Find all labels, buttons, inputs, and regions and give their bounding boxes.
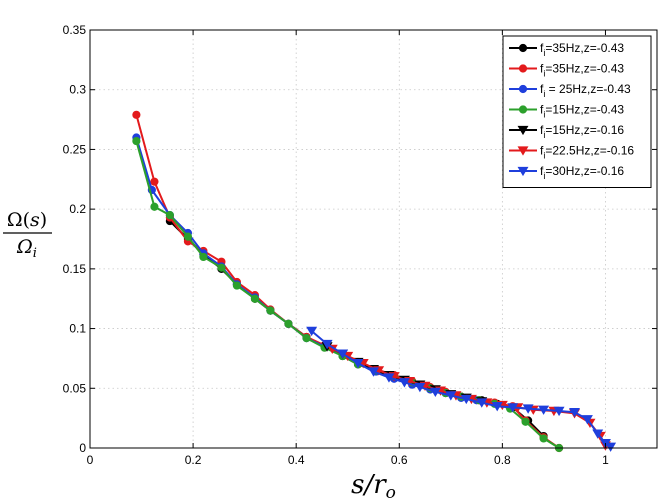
x-tick-label: 0 bbox=[87, 453, 94, 467]
data-point bbox=[165, 211, 174, 220]
x-tick-label: 1 bbox=[602, 453, 609, 467]
legend-label: fi=15Hz,z=-0.43 bbox=[540, 103, 624, 120]
data-point bbox=[521, 417, 530, 426]
data-point bbox=[517, 125, 529, 136]
data-point bbox=[302, 334, 311, 343]
data-point bbox=[284, 319, 293, 328]
y-axis-label-numerator: Ω(s) bbox=[7, 209, 47, 231]
data-point bbox=[538, 405, 550, 415]
y-tick-label: 0.1 bbox=[69, 322, 86, 336]
data-point bbox=[232, 281, 242, 290]
data-point bbox=[539, 434, 548, 443]
legend: fi=35Hz,z=-0.43 fi=35Hz,z=-0.43 fi = 25Hz,… bbox=[502, 35, 652, 188]
axis-labels: s/ro Ω(s) Ωi bbox=[3, 209, 396, 501]
data-point bbox=[553, 406, 565, 417]
data-point bbox=[605, 442, 617, 452]
x-tick-label: 0.2 bbox=[185, 453, 202, 467]
series-line bbox=[310, 330, 612, 448]
data-point bbox=[150, 177, 159, 186]
data-point bbox=[429, 387, 441, 397]
data-point bbox=[321, 339, 333, 350]
data-point bbox=[522, 404, 534, 414]
y-tick-label: 0.05 bbox=[63, 381, 87, 395]
legend-label: fi=35Hz,z=-0.43 bbox=[540, 41, 624, 58]
data-point bbox=[306, 326, 318, 337]
y-tick-label: 0.3 bbox=[69, 83, 86, 97]
legend-entry: fi=15Hz,z=-0.43 bbox=[509, 103, 624, 120]
data-point bbox=[199, 252, 208, 262]
legend-entry: fi=35Hz,z=-0.43 bbox=[509, 41, 624, 58]
data-point bbox=[517, 146, 529, 156]
data-point bbox=[132, 136, 141, 146]
x-tick-label: 0.4 bbox=[288, 453, 305, 467]
legend-entry: fi=22.5Hz,z=-0.16 bbox=[509, 144, 634, 161]
data-point bbox=[491, 402, 503, 412]
y-tick-label: 0.25 bbox=[63, 142, 87, 156]
legend-box bbox=[502, 35, 652, 188]
data-point bbox=[569, 407, 581, 418]
y-axis-label: Ω(s) Ωi bbox=[3, 209, 52, 261]
series-layer bbox=[132, 110, 617, 453]
x-tick-label: 0.8 bbox=[494, 453, 511, 467]
plot-frame bbox=[89, 29, 658, 449]
data-point bbox=[518, 64, 528, 73]
data-point bbox=[518, 105, 528, 114]
data-point bbox=[445, 391, 457, 401]
data-point bbox=[414, 382, 426, 393]
legend-entry: fi=15Hz,z=-0.16 bbox=[509, 123, 624, 140]
legend-entry: fi = 25Hz,z=-0.43 bbox=[509, 82, 631, 99]
data-point bbox=[581, 415, 593, 425]
data-point bbox=[476, 398, 488, 408]
data-point bbox=[518, 43, 528, 53]
data-point bbox=[250, 294, 260, 303]
legend-label: fi=35Hz,z=-0.43 bbox=[540, 62, 624, 79]
data-point bbox=[398, 378, 410, 388]
x-axis-label: s/ro bbox=[351, 470, 396, 501]
y-tick-label: 0.15 bbox=[63, 262, 87, 276]
data-point bbox=[352, 359, 364, 369]
legend-label: fi=22.5Hz,z=-0.16 bbox=[540, 144, 634, 161]
data-point bbox=[592, 429, 604, 439]
data-point bbox=[383, 373, 395, 383]
y-tick-label: 0.2 bbox=[69, 202, 86, 216]
data-point bbox=[337, 349, 349, 359]
data-point bbox=[183, 232, 193, 241]
data-point bbox=[217, 263, 226, 272]
series-6 bbox=[306, 326, 617, 452]
data-point bbox=[368, 367, 379, 377]
legend-label: fi=15Hz,z=-0.16 bbox=[540, 123, 624, 140]
data-point bbox=[132, 110, 141, 119]
data-point bbox=[266, 306, 275, 315]
data-point bbox=[517, 166, 529, 177]
y-axis-label-denominator: Ωi bbox=[16, 236, 37, 261]
data-point bbox=[507, 403, 519, 413]
y-tick-label: 0 bbox=[79, 441, 86, 455]
legend-label: fi = 25Hz,z=-0.43 bbox=[540, 82, 631, 99]
data-point bbox=[150, 202, 159, 211]
legend-label: fi=30Hz,z=-0.16 bbox=[540, 164, 624, 181]
legend-entry: fi=30Hz,z=-0.16 bbox=[509, 164, 624, 181]
y-tick-label: 0.35 bbox=[63, 23, 87, 37]
data-point bbox=[460, 394, 472, 405]
legend-entry: fi=35Hz,z=-0.43 bbox=[509, 62, 624, 79]
data-point bbox=[518, 84, 528, 94]
axis-ticks: 0 0.2 0.4 0.6 0.8 1 0 0.05 0.1 0.15 0.2 0.25 0.3 0.35 bbox=[63, 23, 657, 467]
x-tick-label: 0.6 bbox=[391, 453, 408, 467]
